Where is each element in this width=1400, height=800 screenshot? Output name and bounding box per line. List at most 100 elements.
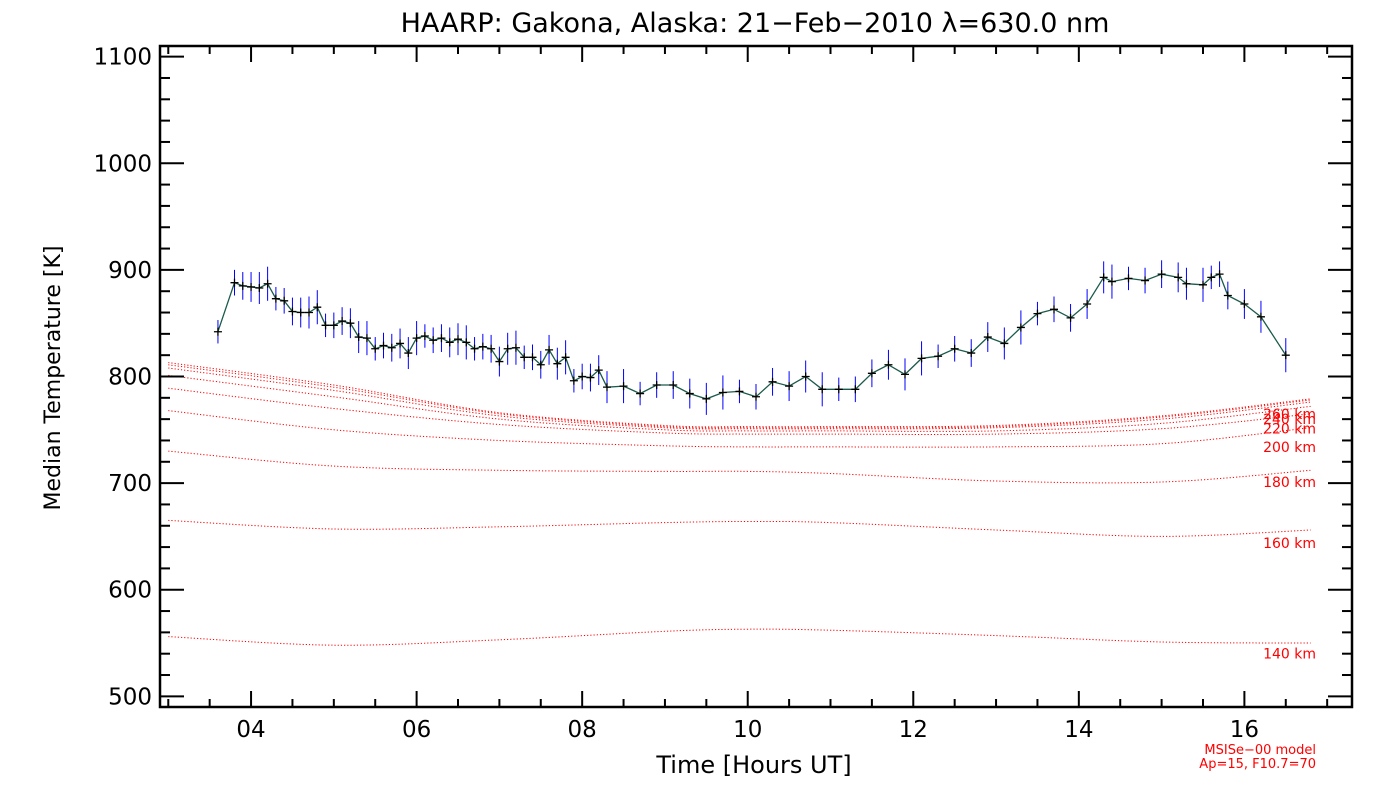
model-curve-0 (168, 628, 1311, 646)
data-point (1281, 351, 1290, 360)
data-point (445, 338, 454, 347)
data-point (321, 321, 330, 330)
data-point (520, 353, 529, 362)
model-curve-3 (168, 410, 1311, 448)
x-tick-label: 06 (402, 717, 431, 743)
data-point (834, 385, 843, 394)
data-point (305, 308, 313, 317)
data-point (420, 331, 429, 340)
data-point (536, 360, 545, 369)
model-label: 180 km (1263, 475, 1316, 491)
data-point (685, 389, 694, 398)
model-curve-6 (168, 367, 1311, 430)
model-curves (168, 362, 1311, 646)
data-point (636, 389, 645, 398)
x-tick-label: 12 (899, 717, 928, 743)
data-point (495, 357, 504, 366)
data-point (288, 307, 297, 316)
data-point (313, 303, 322, 312)
data-point (478, 342, 487, 351)
data-point (785, 382, 794, 391)
model-label: 220 km (1263, 422, 1316, 438)
data-point (271, 294, 280, 303)
data-point (354, 333, 363, 342)
data-point (901, 370, 909, 379)
data-point (296, 308, 305, 317)
data-point (1000, 339, 1009, 348)
model-curve-8 (168, 362, 1311, 428)
data-point (429, 336, 438, 345)
data-point (346, 319, 355, 328)
data-point (1033, 309, 1042, 318)
y-tick-label: 900 (108, 258, 152, 284)
data-point (396, 339, 405, 348)
x-tick-label: 08 (568, 717, 597, 743)
data-point (1223, 291, 1232, 300)
data-point (412, 334, 421, 343)
data-point (967, 349, 976, 358)
y-tick-label: 500 (108, 684, 152, 710)
y-axis-label: Median Temperature [K] (41, 246, 66, 511)
y-tick-label: 600 (108, 578, 152, 604)
data-point (230, 278, 239, 287)
x-tick-label: 16 (1230, 717, 1259, 743)
data-point (619, 382, 628, 391)
chart-title: HAARP: Gakona, Alaska: 21−Feb−2010 λ=630… (401, 8, 1110, 39)
data-point (950, 344, 959, 353)
data-point (603, 383, 611, 392)
model-label: 200 km (1263, 440, 1316, 456)
data-point (255, 284, 264, 293)
model-label: 260 km (1263, 407, 1316, 423)
model-curve-4 (168, 387, 1311, 435)
data-point (470, 344, 479, 353)
data-point (1066, 313, 1075, 322)
data-point (1240, 300, 1249, 309)
data-point (1050, 305, 1058, 314)
y-tick-label: 800 (108, 365, 152, 391)
model-label: 140 km (1263, 647, 1316, 663)
data-point (1083, 300, 1092, 309)
data-point (851, 385, 860, 394)
data-point (702, 394, 711, 403)
data-point (1107, 277, 1116, 286)
model-curve-2 (168, 450, 1311, 484)
data-point (569, 376, 578, 385)
data-point (934, 352, 943, 361)
data-point (371, 344, 380, 353)
data-point (247, 282, 256, 291)
data-point (487, 344, 496, 353)
model-curve-5 (168, 374, 1311, 432)
y-tick-label: 1100 (93, 45, 152, 71)
data-point (801, 372, 810, 381)
measured-series (213, 260, 1290, 415)
data-point (462, 338, 471, 347)
data-point (362, 334, 371, 343)
data-point (1141, 276, 1150, 285)
model-label: 160 km (1263, 536, 1316, 552)
data-point (594, 366, 603, 375)
data-point (280, 296, 289, 305)
axes: 04 06 08 10 12 14 16 500 600 700 800 900 1000 1100 (93, 44, 1354, 743)
data-point (884, 360, 893, 369)
x-tick-label: 04 (236, 717, 265, 743)
data-point (379, 341, 388, 350)
y-tick-label: 700 (108, 471, 152, 497)
x-tick-label: 10 (733, 717, 762, 743)
y-tick-label: 1000 (93, 151, 152, 177)
data-point (718, 388, 727, 397)
plot-frame (158, 44, 1354, 709)
model-note-params: Ap=15, F10.7=70 (1199, 757, 1316, 772)
model-note-name: MSISe−00 model (1204, 743, 1316, 758)
data-point (387, 343, 396, 352)
data-point (586, 373, 595, 382)
data-point (1207, 273, 1216, 282)
data-point (1124, 274, 1133, 283)
measured-line (217, 273, 1287, 400)
data-point (545, 345, 554, 354)
model-curve-1 (168, 519, 1311, 537)
data-point (238, 281, 247, 290)
data-point (1016, 323, 1025, 332)
data-point (1174, 273, 1183, 282)
data-point (768, 377, 777, 386)
